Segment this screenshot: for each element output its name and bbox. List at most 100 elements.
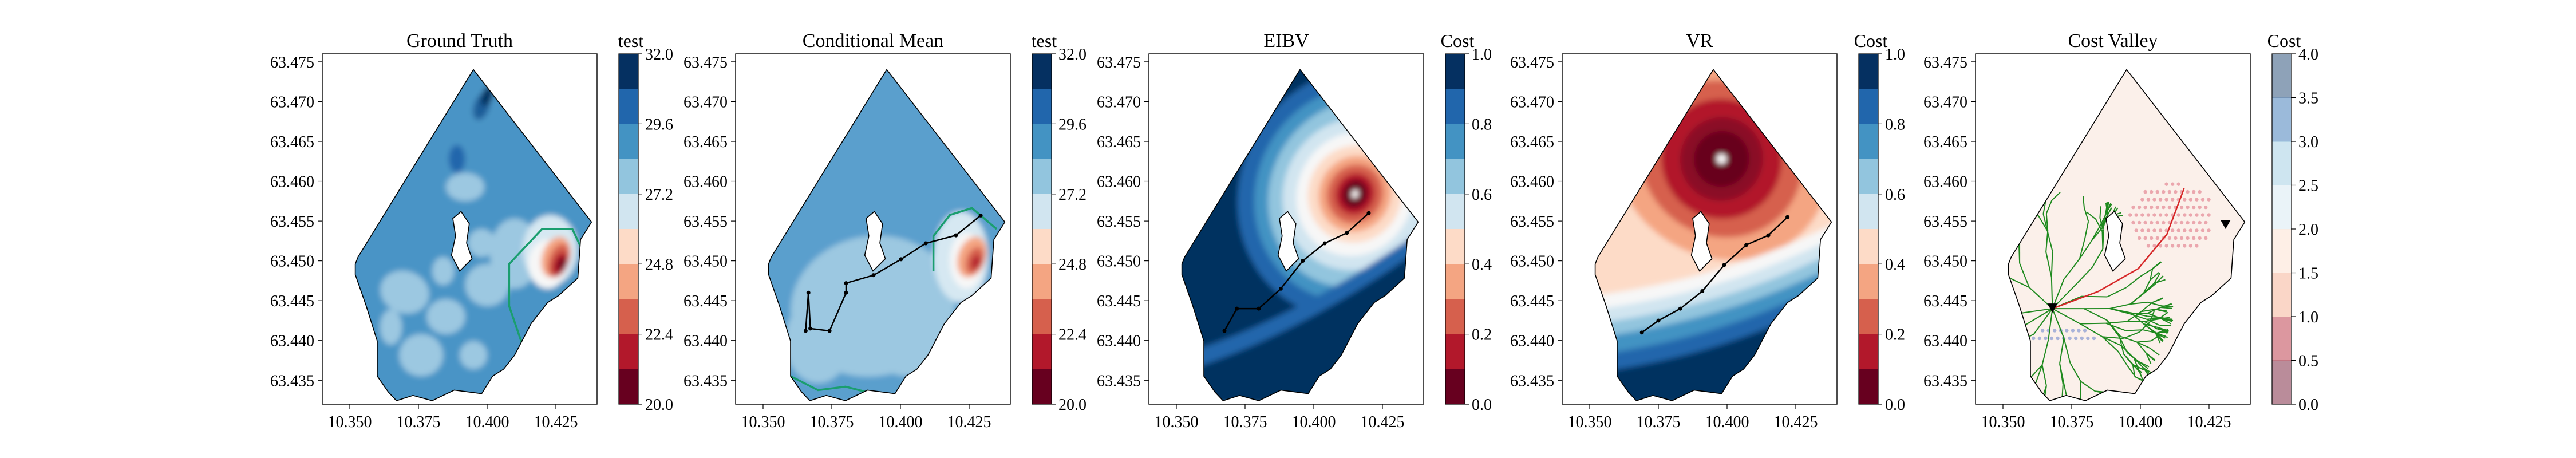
x-tick-label: 10.425 <box>2187 413 2231 431</box>
x-tick-labels: 10.350 10.375 10.400 10.425 <box>1568 404 1818 431</box>
y-tick-label: 63.455 <box>683 213 728 231</box>
colorbar-tick-label: 0.6 <box>1472 186 1492 204</box>
path-point <box>1700 289 1705 293</box>
x-tick-label: 10.375 <box>810 413 854 431</box>
colorbar: 32.0 29.6 27.2 24.8 22.4 20.0 test <box>618 30 673 414</box>
colorbar-title: Cost <box>1441 30 1475 51</box>
path-point <box>1744 243 1749 247</box>
colorbar-level <box>1032 264 1052 299</box>
threshold-contour <box>790 375 874 395</box>
colorbar-tick-label: 2.5 <box>2298 177 2318 195</box>
island-boundary <box>451 211 473 272</box>
sampling-path <box>1641 216 1788 333</box>
x-tick-label: 10.375 <box>1637 413 1681 431</box>
best-path <box>2052 188 2185 310</box>
colorbar-tick-label: 24.8 <box>645 256 673 274</box>
colorbar-tick-label: 20.0 <box>645 396 673 414</box>
colorbar-level <box>1859 194 1878 230</box>
colorbar-level <box>1032 369 1052 405</box>
axes-frame <box>1562 53 1838 405</box>
colorbar-level <box>1445 334 1465 370</box>
y-tick-label: 63.470 <box>683 93 728 111</box>
panel-title: EIBV <box>1263 30 1309 52</box>
y-tick-label: 63.475 <box>1923 54 1967 72</box>
y-tick-label: 63.475 <box>1510 54 1554 72</box>
colorbar-tick-label: 27.2 <box>645 186 673 204</box>
x-tick-label: 10.375 <box>397 413 441 431</box>
colorbar-title: test <box>618 30 644 51</box>
y-tick-label: 63.460 <box>1097 173 1141 191</box>
y-tick-label: 63.450 <box>270 253 314 271</box>
threshold-contour <box>508 228 582 363</box>
path-point <box>1235 306 1239 311</box>
axes-frame <box>735 53 1011 405</box>
colorbar-level <box>1032 299 1052 335</box>
colorbar-level <box>2272 54 2291 98</box>
path-point <box>1766 233 1771 238</box>
panel-vr <box>1594 69 1832 401</box>
colorbar-level <box>619 159 638 195</box>
colorbar-tick-label: 29.6 <box>645 116 673 133</box>
colorbar-level <box>1859 89 1878 124</box>
colorbar-level <box>619 124 638 160</box>
colorbar-level <box>2272 360 2291 405</box>
x-tick-label: 10.425 <box>1361 413 1405 431</box>
colorbar-level <box>1445 159 1465 195</box>
y-tick-label: 63.460 <box>1510 173 1554 191</box>
x-tick-label: 10.425 <box>947 413 991 431</box>
colorbar-level <box>2272 141 2291 185</box>
y-tick-label: 63.460 <box>683 173 728 191</box>
path-point <box>1222 329 1227 333</box>
x-tick-label: 10.425 <box>1774 413 1818 431</box>
panel-title: Ground Truth <box>406 30 513 52</box>
colorbar-level <box>1859 369 1878 405</box>
colorbar-tick-label: 1.5 <box>2298 265 2318 283</box>
colorbar-level <box>1445 264 1465 299</box>
colorbar: 4.0 3.5 3.0 2.5 2.0 1.5 1.0 0.5 0.0 Cost <box>2267 30 2318 414</box>
sampling-path <box>1223 212 1369 331</box>
colorbar-title: Cost <box>1854 30 1888 51</box>
y-tick-label: 63.475 <box>270 54 314 72</box>
x-tick-labels: 10.350 10.375 10.400 10.425 <box>741 404 991 431</box>
y-tick-labels: 63.475 63.470 63.465 63.460 63.455 63.450 63.4… <box>1923 54 1976 390</box>
x-tick-label: 10.400 <box>2119 413 2163 431</box>
y-tick-label: 63.455 <box>1923 213 1967 231</box>
colorbar-tick-label: 0.6 <box>1885 186 1905 204</box>
colorbar: 1.0 0.8 0.6 0.4 0.2 0.0 Cost <box>1441 30 1492 414</box>
y-tick-label: 63.465 <box>683 133 728 151</box>
y-tick-label: 63.445 <box>270 293 314 310</box>
colorbar-level <box>1032 194 1052 230</box>
y-tick-label: 63.445 <box>1097 293 1141 310</box>
domain-boundary <box>768 69 1006 401</box>
y-tick-label: 63.470 <box>1097 93 1141 111</box>
x-tick-label: 10.375 <box>2050 413 2094 431</box>
y-tick-labels: 63.475 63.470 63.465 63.460 63.455 63.450 63.4… <box>1510 54 1562 390</box>
y-tick-label: 63.470 <box>1510 93 1554 111</box>
x-tick-label: 10.400 <box>1292 413 1336 431</box>
y-tick-label: 63.475 <box>683 54 728 72</box>
colorbar-tick-label: 3.5 <box>2298 90 2318 108</box>
path-point <box>827 329 832 333</box>
colorbar-level <box>619 194 638 230</box>
colorbar-tick-label: 2.0 <box>2298 221 2318 239</box>
path-point <box>844 281 848 286</box>
colorbar-level <box>1032 89 1052 124</box>
y-tick-label: 63.435 <box>270 372 314 390</box>
path-point <box>923 241 928 246</box>
y-tick-label: 63.475 <box>1097 54 1141 72</box>
colorbar-tick-label: 0.4 <box>1472 256 1492 274</box>
path-point <box>1656 318 1661 323</box>
y-tick-labels: 63.475 63.470 63.465 63.460 63.455 63.450 63.4… <box>270 54 322 390</box>
y-tick-label: 63.435 <box>1923 372 1967 390</box>
path-point <box>1639 330 1644 335</box>
colorbar-level <box>619 229 638 264</box>
domain-boundary <box>1594 69 1832 401</box>
start-marker <box>2047 303 2058 313</box>
colorbar-tick-label: 0.8 <box>1885 116 1905 133</box>
colorbar-level <box>1859 299 1878 335</box>
y-tick-label: 63.455 <box>1510 213 1554 231</box>
x-tick-labels: 10.350 10.375 10.400 10.425 <box>1155 404 1405 431</box>
panel-title: Conditional Mean <box>803 30 943 52</box>
y-tick-label: 63.435 <box>1097 372 1141 390</box>
path-point <box>1278 286 1283 291</box>
